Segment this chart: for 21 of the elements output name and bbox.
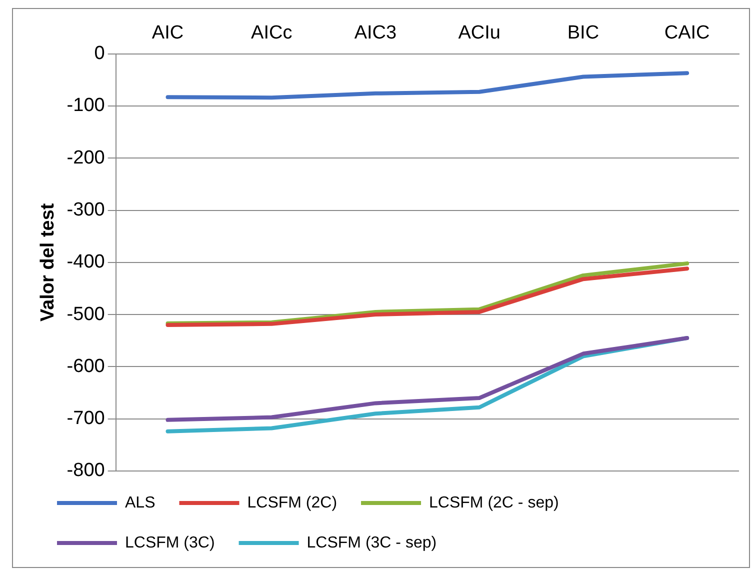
- x-tick-label: AIC: [152, 22, 184, 44]
- y-tick-label: -200: [66, 147, 105, 168]
- legend-label: ALS: [125, 494, 156, 512]
- x-tick-label: AIC3: [354, 22, 397, 44]
- y-tick-label: -100: [66, 95, 105, 116]
- x-tick-label: CAIC: [664, 22, 710, 44]
- y-tick-label: -600: [66, 356, 105, 377]
- y-axis-title: Valor del test: [38, 202, 59, 322]
- y-tick-label: -300: [66, 199, 105, 220]
- legend-label: LCSFM (2C - sep): [429, 494, 559, 512]
- legend-label: LCSFM (3C): [125, 534, 215, 552]
- legend-label: LCSFM (3C - sep): [306, 534, 437, 552]
- y-tick-label: -800: [66, 460, 105, 482]
- x-tick-label: BIC: [567, 22, 600, 44]
- x-tick-label: ACIu: [458, 22, 500, 44]
- legend-label: LCSFM (2C): [247, 494, 338, 512]
- x-tick-label: AICc: [251, 22, 292, 44]
- y-tick-label: 0: [94, 43, 105, 64]
- y-tick-label: -500: [66, 304, 105, 325]
- y-tick-label: -400: [66, 252, 105, 273]
- y-tick-label: -700: [66, 408, 105, 430]
